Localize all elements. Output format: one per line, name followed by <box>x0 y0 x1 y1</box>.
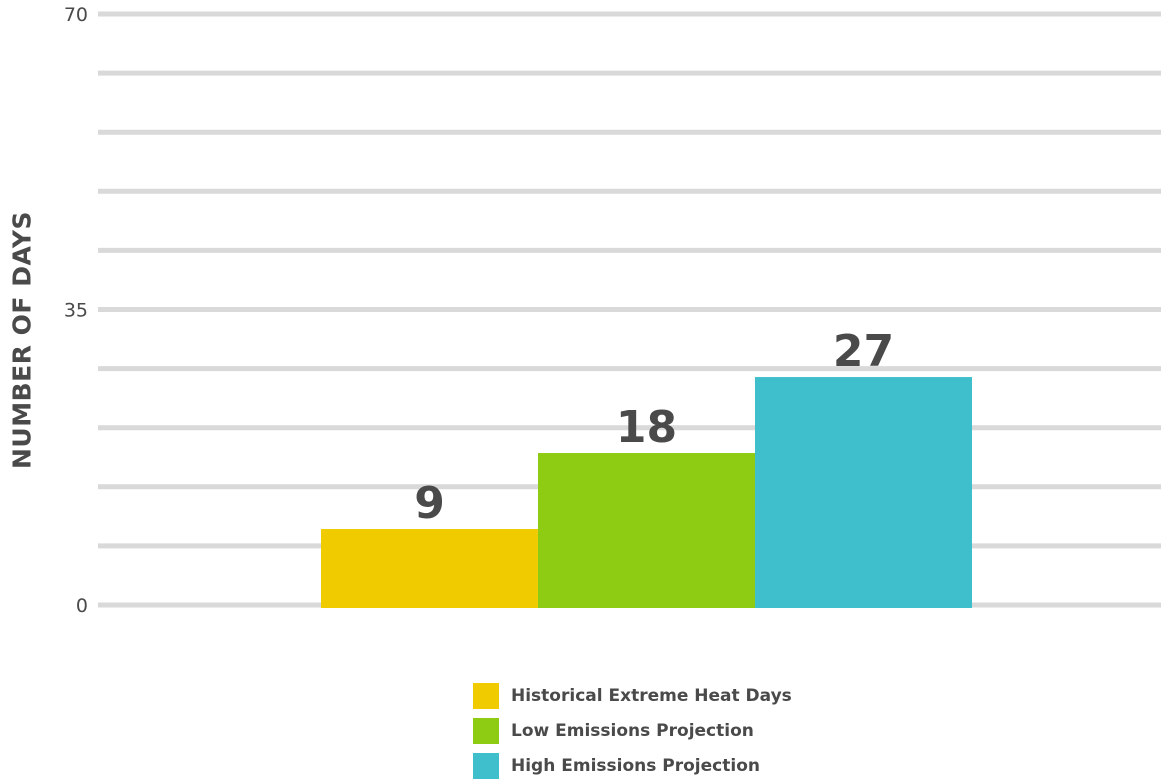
gridlines <box>98 11 1161 608</box>
y-tick-label: 35 <box>64 300 88 322</box>
bar-value-label: 27 <box>833 326 894 377</box>
legend-swatch-low-emissions <box>473 717 499 744</box>
bar-value-label: 9 <box>414 478 445 529</box>
y-tick-label: 70 <box>64 4 88 26</box>
legend-swatch-historical <box>473 682 499 709</box>
bar-historical <box>321 529 538 608</box>
bar-chart: 9 18 27 0 35 70 <box>64 4 1161 617</box>
legend-label-historical: Historical Extreme Heat Days <box>511 685 792 706</box>
legend-swatch-high-emissions <box>473 752 499 779</box>
y-axis-label: NUMBER OF DAYS <box>7 210 37 470</box>
value-labels: 9 18 27 <box>414 326 894 529</box>
bar-low-emissions <box>538 453 755 608</box>
y-tick-label: 0 <box>76 595 88 617</box>
bar-value-label: 18 <box>616 402 677 453</box>
legend-label-high-emissions: High Emissions Projection <box>511 755 760 776</box>
bar-high-emissions <box>755 377 972 608</box>
y-tick-labels: 0 35 70 <box>64 4 88 617</box>
legend-item-low-emissions: Low Emissions Projection <box>473 713 792 748</box>
legend-label-low-emissions: Low Emissions Projection <box>511 720 754 741</box>
legend: Historical Extreme Heat Days Low Emissio… <box>473 678 792 783</box>
bars <box>321 377 972 608</box>
legend-item-high-emissions: High Emissions Projection <box>473 748 792 783</box>
legend-item-historical: Historical Extreme Heat Days <box>473 678 792 713</box>
